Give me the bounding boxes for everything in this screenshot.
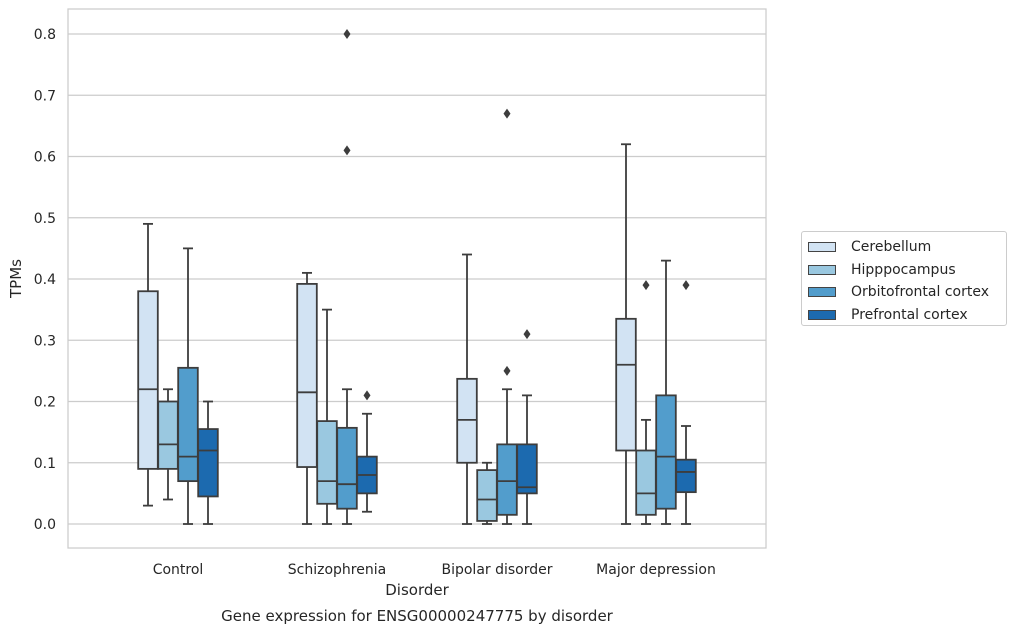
legend-item-cerebellum: Cerebellum (808, 236, 1006, 259)
x-tick-label: Schizophrenia (288, 562, 386, 578)
box-cerebellum-0 (137, 222, 159, 507)
outlier-point (343, 145, 351, 156)
chart-caption: Gene expression for ENSG00000247775 by d… (221, 607, 613, 625)
y-tick-labels: 0.0 0.1 0.2 0.3 0.4 0.5 0.6 0.7 0.8 (34, 27, 56, 533)
outlier-point (642, 280, 650, 291)
outlier-point (343, 29, 351, 39)
box-hipppocampus-2 (476, 461, 498, 525)
legend-swatch (808, 287, 836, 298)
outlier-point (523, 329, 531, 340)
box-series (137, 29, 697, 525)
box-orbitofrontal-cortex-0 (177, 247, 199, 525)
box-hipppocampus-0 (157, 388, 179, 501)
plot-area-frame (67, 8, 767, 549)
x-tick-label: Bipolar disorder (441, 562, 552, 578)
box-body (456, 377, 478, 464)
y-tick-label: 0.7 (34, 88, 56, 104)
y-tick-label: 0.8 (34, 27, 56, 43)
legend-label: Hipppocampus (851, 261, 956, 278)
box-body (177, 366, 199, 483)
box-body (635, 449, 657, 516)
box-hipppocampus-1 (316, 308, 338, 525)
box-prefrontal-cortex-1 (356, 390, 378, 513)
y-tick-label: 0.1 (34, 456, 56, 472)
box-body (615, 317, 637, 452)
y-axis-label: TPMs (7, 259, 25, 299)
x-tick-label: Major depression (596, 562, 716, 578)
legend-swatch (808, 264, 836, 275)
box-hipppocampus-3 (635, 280, 657, 525)
y-tick-label: 0.5 (34, 211, 56, 227)
y-tick-label: 0.3 (34, 333, 56, 349)
box-cerebellum-2 (456, 253, 478, 525)
y-tick-label: 0.0 (34, 517, 56, 533)
legend-label: Cerebellum (851, 239, 932, 256)
box-cerebellum-3 (615, 143, 637, 525)
legend-item-prefrontal-cortex: Prefrontal cortex (808, 304, 1006, 327)
box-prefrontal-cortex-2 (516, 329, 538, 525)
x-axis-label: Disorder (385, 581, 449, 599)
outlier-point (363, 390, 371, 401)
outlier-point (682, 280, 690, 291)
box-body (496, 443, 518, 516)
box-body (655, 394, 677, 510)
legend-swatch (808, 309, 836, 320)
box-prefrontal-cortex-0 (197, 400, 219, 525)
x-tick-labels: Control Schizophrenia Bipolar disorder Majo… (153, 562, 716, 578)
box-prefrontal-cortex-3 (675, 280, 697, 525)
box-body (197, 428, 219, 498)
legend-label: Prefrontal cortex (851, 306, 968, 323)
box-body (137, 290, 159, 470)
legend-swatch (808, 242, 836, 253)
box-body (157, 400, 179, 470)
box-body (336, 426, 358, 510)
box-body (516, 443, 538, 495)
box-orbitofrontal-cortex-1 (336, 29, 358, 525)
box-orbitofrontal-cortex-3 (655, 259, 677, 525)
y-tick-label: 0.2 (34, 395, 56, 411)
y-tick-label: 0.4 (34, 272, 56, 288)
outlier-point (503, 365, 511, 376)
y-tick-label: 0.6 (34, 150, 56, 166)
legend-item-orbitofrontal-cortex: Orbitofrontal cortex (808, 281, 1006, 304)
box-body (476, 469, 498, 522)
legend: Cerebellum Hipppocampus Orbitofrontal co… (801, 231, 1007, 326)
x-tick-label: Control (153, 562, 204, 578)
box-cerebellum-1 (296, 271, 318, 525)
outlier-point (503, 108, 511, 119)
legend-item-hippocampus: Hipppocampus (808, 259, 1006, 282)
legend-label: Orbitofrontal cortex (851, 284, 989, 301)
box-body (675, 458, 697, 494)
box-orbitofrontal-cortex-2 (496, 108, 518, 525)
box-body (316, 420, 338, 505)
box-body (296, 282, 318, 468)
